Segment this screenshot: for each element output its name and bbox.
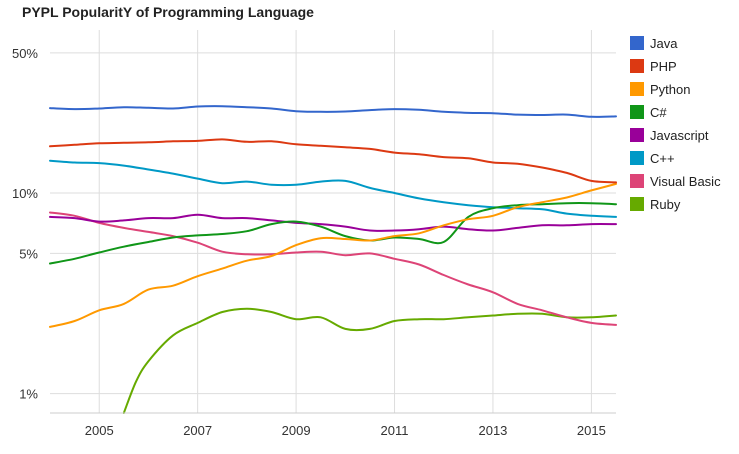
y-tick-label-10: 10% bbox=[12, 186, 38, 201]
series-line-visual-basic bbox=[49, 211, 617, 326]
x-tick-label-2009: 2009 bbox=[282, 423, 311, 438]
legend-swatch-c bbox=[630, 105, 644, 119]
legend-swatch-c bbox=[630, 151, 644, 165]
series-line-c bbox=[49, 202, 617, 265]
legend-swatch-visual-basic bbox=[630, 174, 644, 188]
series-line-java bbox=[49, 105, 617, 118]
chart-title: PYPL PopularitY of Programming Language bbox=[22, 4, 314, 20]
legend-label-visual-basic: Visual Basic bbox=[650, 174, 721, 189]
series-line-php bbox=[49, 138, 617, 184]
legend-label-c: C++ bbox=[650, 151, 675, 166]
x-tick-label-2007: 2007 bbox=[183, 423, 212, 438]
series-line-javascript bbox=[49, 213, 617, 232]
legend-label-c: C# bbox=[650, 105, 667, 120]
x-tick-label-2011: 2011 bbox=[381, 423, 409, 438]
legend-swatch-ruby bbox=[630, 197, 644, 211]
legend-swatch-python bbox=[630, 82, 644, 96]
y-tick-label-50: 50% bbox=[12, 46, 38, 61]
y-tick-label-5: 5% bbox=[19, 246, 38, 261]
x-tick-label-2013: 2013 bbox=[478, 423, 507, 438]
grid-layer bbox=[50, 30, 616, 413]
legend-swatch-java bbox=[630, 36, 644, 50]
legend-swatch-javascript bbox=[630, 128, 644, 142]
series-line-python bbox=[49, 182, 617, 328]
legend-label-ruby: Ruby bbox=[650, 197, 681, 212]
y-tick-label-1: 1% bbox=[19, 387, 38, 402]
legend-swatch-php bbox=[630, 59, 644, 73]
legend-label-php: PHP bbox=[650, 59, 677, 74]
x-tick-label-2005: 2005 bbox=[85, 423, 114, 438]
series-layer bbox=[49, 105, 617, 414]
series-line-ruby bbox=[122, 307, 617, 414]
series-line-c bbox=[49, 159, 617, 218]
legend-label-javascript: Javascript bbox=[650, 128, 709, 143]
legend-label-python: Python bbox=[650, 82, 690, 97]
legend: Java PHP Python C# Javascript C++ Visual Basic… bbox=[630, 36, 721, 212]
tick-labels: 2005 2007 2009 2011 2013 2015 50% 10% 5% 1% bbox=[12, 46, 606, 438]
x-tick-label-2015: 2015 bbox=[577, 423, 606, 438]
legend-label-java: Java bbox=[650, 36, 678, 51]
